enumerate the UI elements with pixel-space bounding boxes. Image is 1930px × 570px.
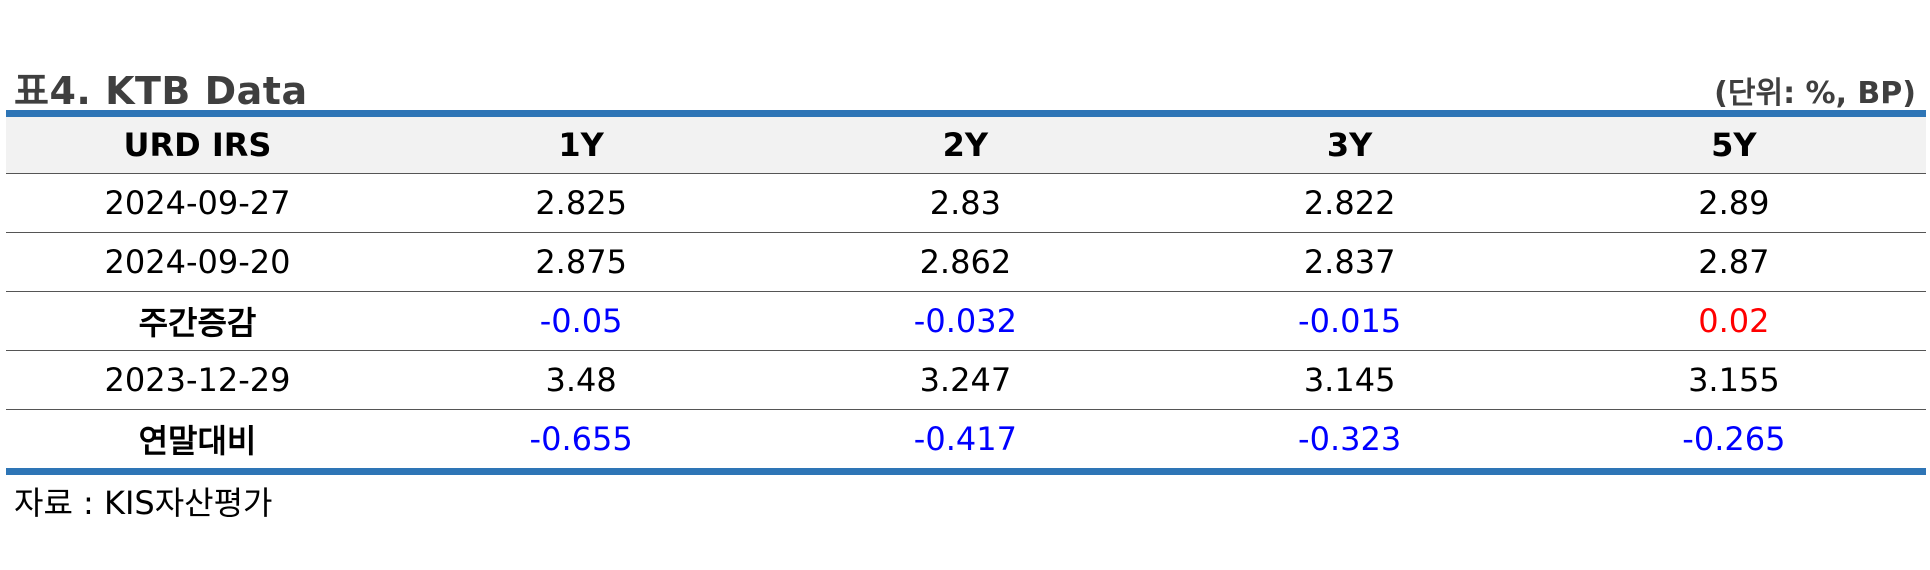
row-label: 2023-12-29: [6, 350, 389, 410]
table-cell: 0.02: [1541, 291, 1926, 351]
header-cell-1y: 1Y: [389, 117, 774, 174]
header-cell-5y: 5Y: [1541, 117, 1926, 174]
row-label: 2024-09-27: [6, 173, 389, 233]
source-note: 자료 : KIS자산평가: [14, 484, 273, 522]
table-row: 2024-09-20 2.875 2.862 2.837 2.87: [6, 232, 1926, 292]
table-cell: 3.155: [1541, 350, 1926, 410]
table-cell: 2.837: [1157, 232, 1542, 292]
table-cell: -0.05: [389, 291, 774, 351]
row-label: 2024-09-20: [6, 232, 389, 292]
table-cell: -0.032: [773, 291, 1158, 351]
header-row: URD IRS 1Y 2Y 3Y 5Y: [6, 117, 1926, 174]
table-row: 2024-09-27 2.825 2.83 2.822 2.89: [6, 173, 1926, 233]
table-cell: 2.825: [389, 173, 774, 233]
table-cell: 3.48: [389, 350, 774, 410]
data-table: URD IRS 1Y 2Y 3Y 5Y 2024-09-27 2.825 2.83 2…: [6, 117, 1926, 468]
unit-label: (단위: %, BP): [1714, 76, 1916, 111]
table-cell: 3.145: [1157, 350, 1542, 410]
title-row: 표4. KTB Data (단위: %, BP): [14, 56, 1916, 113]
table-cell: -0.323: [1298, 420, 1402, 458]
table-title: 표4. KTB Data: [14, 69, 308, 113]
table-cell: 2.822: [1157, 173, 1542, 233]
top-rule: [6, 110, 1926, 117]
table-header: URD IRS 1Y 2Y 3Y 5Y: [6, 117, 1926, 174]
table-cell: 3.247: [773, 350, 1158, 410]
table-cell: 2.875: [389, 232, 774, 292]
header-cell-3y: 3Y: [1157, 117, 1542, 174]
ktb-data-table: URD IRS 1Y 2Y 3Y 5Y 2024-09-27 2.825 2.83 2…: [6, 110, 1926, 475]
table-cell: -0.265: [1682, 420, 1786, 458]
row-label: 주간증감: [6, 291, 389, 351]
table-cell: -0.015: [1157, 291, 1542, 351]
row-label: 연말대비: [138, 422, 257, 460]
header-cell-label: URD IRS: [6, 117, 389, 174]
table-row: 연말대비 -0.655 -0.417 -0.323 -0.265: [6, 410, 1926, 469]
header-cell-2y: 2Y: [773, 117, 1158, 174]
table-cell: -0.417: [913, 420, 1017, 458]
table-cell: 2.89: [1541, 173, 1926, 233]
bottom-rule: [6, 468, 1926, 475]
table-cell: 2.862: [773, 232, 1158, 292]
table-body: 2024-09-27 2.825 2.83 2.822 2.89 2024-09-20 2.…: [6, 173, 1926, 469]
table-row: 주간증감 -0.05 -0.032 -0.015 0.02: [6, 291, 1926, 351]
table-cell: 2.83: [773, 173, 1158, 233]
table-cell: 2.87: [1541, 232, 1926, 292]
table-cell: -0.655: [529, 420, 633, 458]
table-row: 2023-12-29 3.48 3.247 3.145 3.155: [6, 350, 1926, 410]
